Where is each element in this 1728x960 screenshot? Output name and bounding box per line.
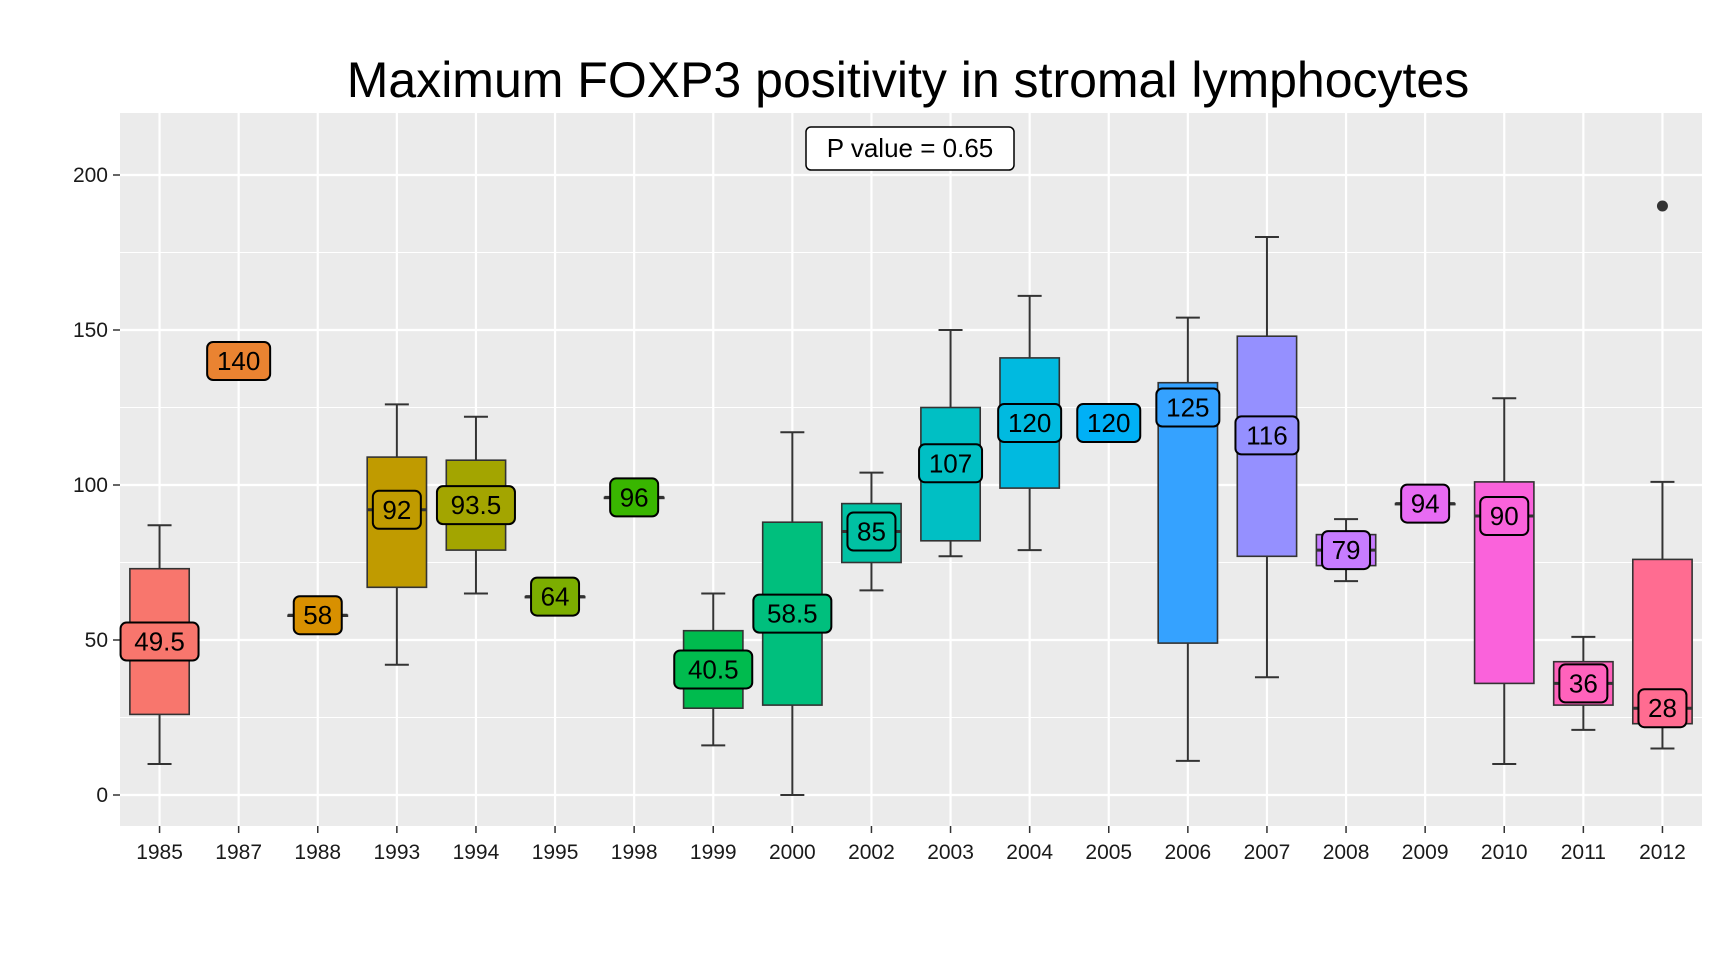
p-value-box [805, 126, 1015, 171]
x-tick-label: 1988 [294, 841, 341, 864]
box-2008: 79 [1315, 518, 1377, 583]
median-label: 93.5 [451, 490, 502, 520]
x-tick-label: 1998 [611, 841, 658, 864]
box-2011: 36 [1552, 635, 1614, 731]
x-tick-label: 2006 [1164, 841, 1211, 864]
median-label-box [1637, 688, 1688, 729]
box-2000: 58.5 [752, 431, 833, 796]
x-tick-label: 1999 [690, 841, 737, 864]
median-label-box [846, 511, 897, 552]
x-tick-label: 1993 [373, 841, 420, 864]
median-label: 96 [620, 482, 649, 512]
median-label: 58 [303, 600, 332, 630]
median-label-box [119, 621, 200, 662]
median-label-box [371, 489, 422, 530]
y-tick-label: 0 [96, 784, 108, 807]
x-tick-label: 2000 [769, 841, 816, 864]
box-1994: 93.5 [435, 415, 516, 595]
x-tick-label: 2003 [927, 841, 974, 864]
median-label-box [673, 649, 754, 690]
x-tick-label: 2007 [1244, 841, 1291, 864]
box-1993: 92 [366, 403, 428, 666]
x-axis: 1985 1987 1988 1993 1994 1995 1998 1999 2000 2002… [136, 826, 1686, 864]
median-label-box [1321, 530, 1372, 571]
x-tick-label: 2005 [1085, 841, 1132, 864]
median-label-box [1400, 483, 1451, 524]
box-1995: 64 [524, 576, 586, 617]
median-label-box [752, 593, 833, 634]
median-label: 36 [1569, 668, 1598, 698]
box-2007: 116 [1234, 236, 1300, 679]
median-label-box [1234, 415, 1300, 456]
x-tick-label: 2009 [1402, 841, 1449, 864]
x-tick-label: 2011 [1561, 841, 1606, 864]
median-label: 125 [1166, 393, 1209, 423]
y-tick-label: 150 [73, 319, 108, 342]
p-value-annotation: P value = 0.65 [805, 126, 1015, 171]
outlier-point [1656, 200, 1668, 212]
y-tick-label: 50 [85, 629, 108, 652]
x-tick-label: 2008 [1323, 841, 1370, 864]
median-label: 85 [857, 517, 886, 547]
box-2012: 28 [1631, 200, 1693, 750]
x-tick-label: 2012 [1639, 841, 1686, 864]
median-label: 107 [929, 448, 972, 478]
median-label: 40.5 [688, 654, 739, 684]
p-value-text: P value = 0.65 [827, 133, 994, 163]
median-label: 49.5 [134, 627, 185, 657]
box-1985: 49.5 [119, 524, 200, 765]
chart-title: Maximum FOXP3 positivity in stromal lymp… [347, 52, 1470, 108]
box-series: 49.5 140 58 92 93.5 64 96 40.5 58.5 85 107 120 120 12… [119, 200, 1693, 796]
median-label: 90 [1490, 501, 1519, 531]
median-label-box [435, 485, 516, 526]
box-1987: 140 [206, 341, 272, 381]
median-label-box [1076, 403, 1142, 443]
plot-panel [120, 113, 1702, 826]
box-1999: 40.5 [673, 592, 754, 747]
box-1998: 96 [603, 477, 665, 518]
median-label-box [997, 403, 1063, 443]
median-label-box [1479, 496, 1530, 536]
median-label: 116 [1246, 420, 1287, 450]
median-label: 92 [382, 495, 411, 525]
box-2005: 120 [1076, 403, 1142, 443]
y-tick-label: 100 [73, 474, 108, 497]
median-label: 120 [1008, 408, 1051, 438]
box-2010: 90 [1473, 397, 1535, 765]
median-label: 28 [1648, 693, 1677, 723]
x-tick-label: 1985 [136, 841, 183, 864]
y-tick-label: 200 [73, 164, 108, 187]
y-axis: 0 50 100 150 200 [73, 164, 120, 807]
median-label-box [1558, 663, 1609, 704]
box-2006: 125 [1155, 316, 1221, 762]
median-label-box [206, 341, 272, 381]
box-2003: 107 [918, 329, 984, 558]
x-tick-label: 1987 [215, 841, 262, 864]
median-label-box [918, 443, 984, 484]
median-label: 64 [541, 582, 570, 612]
x-tick-label: 1995 [532, 841, 579, 864]
x-tick-label: 2004 [1006, 841, 1053, 864]
box-2002: 85 [840, 471, 902, 592]
median-label-box [292, 595, 343, 636]
box-1988: 58 [287, 595, 349, 636]
median-label-box [1155, 387, 1221, 428]
median-label-box [609, 477, 660, 518]
median-label-box [530, 576, 581, 617]
median-label: 140 [217, 346, 260, 376]
x-tick-label: 2010 [1481, 841, 1528, 864]
median-label: 94 [1411, 489, 1440, 519]
box-2009: 94 [1394, 483, 1456, 524]
median-label: 58.5 [767, 599, 818, 629]
x-tick-label: 1994 [453, 841, 500, 864]
median-label: 120 [1087, 408, 1130, 438]
box-2004: 120 [997, 294, 1063, 552]
x-tick-label: 2002 [848, 841, 895, 864]
median-label: 79 [1332, 535, 1361, 565]
panel-background [120, 113, 1702, 826]
